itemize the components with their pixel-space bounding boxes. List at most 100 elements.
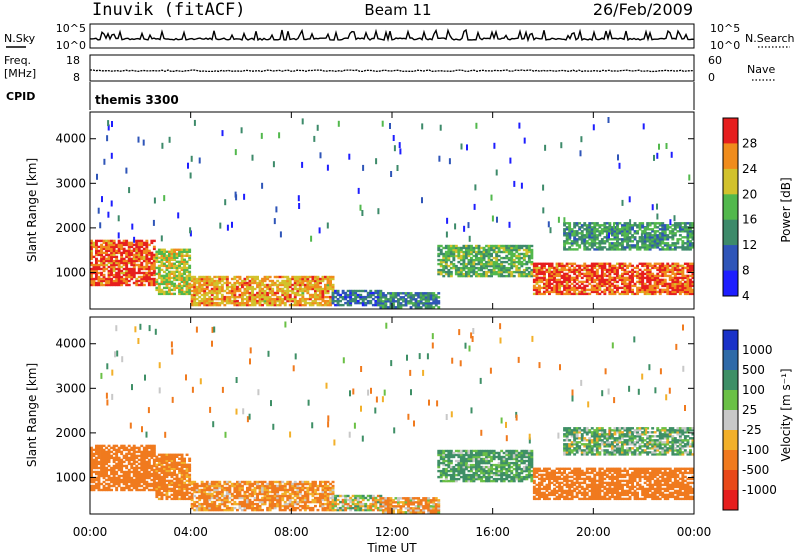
- scatter-cell: [157, 264, 161, 268]
- scatter-cell: [628, 262, 632, 265]
- scatter-cell: [497, 248, 501, 252]
- scatter-cell: [120, 247, 124, 251]
- scatter-cell: [316, 279, 320, 283]
- scatter-cell: [160, 497, 164, 501]
- scatter-cell: [573, 222, 577, 225]
- scatter-cell: [616, 228, 619, 231]
- scatter-cell: [175, 491, 179, 495]
- scatter-cell: [110, 450, 113, 454]
- scatter-cell: [691, 284, 695, 288]
- scatter-cell: [248, 500, 252, 504]
- scatter-cell: [449, 266, 453, 270]
- scatter-cell: [319, 303, 322, 307]
- scatter-cell: [558, 286, 561, 290]
- scatter-cell: [150, 253, 154, 257]
- scatter-cell: [160, 264, 164, 268]
- scatter-cell: [691, 236, 695, 239]
- scatter-cell: [538, 266, 541, 270]
- scatter-cell: [397, 292, 400, 295]
- scatter-cell: [170, 264, 174, 268]
- scatter-cell: [110, 468, 113, 472]
- scatter-cell: [241, 293, 244, 297]
- scatter-cell: [157, 250, 161, 253]
- scatter-cell: [397, 304, 400, 307]
- scatter-cell: [160, 256, 164, 259]
- scatter-cell: [137, 267, 141, 271]
- scatter-cell: [281, 498, 285, 502]
- scatter-cell: [626, 292, 629, 296]
- scatter-cell: [397, 294, 400, 297]
- scatter-cell: [193, 303, 197, 307]
- scatter-cell: [105, 458, 108, 462]
- scatter-cell: [132, 486, 136, 490]
- scatter-cell: [278, 301, 282, 305]
- scatter-cell: [168, 479, 171, 483]
- scatter-cell: [487, 248, 491, 252]
- scatter-cell: [163, 270, 166, 274]
- scatter-cell: [160, 292, 164, 296]
- scatter-cell: [95, 275, 98, 279]
- scatter-cell: [626, 278, 629, 282]
- scatter-cell: [560, 262, 564, 265]
- scatter-cell: [110, 243, 113, 247]
- scatter-cell: [570, 292, 574, 296]
- scatter-cell: [185, 268, 189, 272]
- scatter-cell: [331, 299, 335, 303]
- scatter-cell: [213, 295, 217, 299]
- scatter-cell: [454, 248, 458, 252]
- scatter-cell: [427, 298, 431, 301]
- scatter-cell: [641, 278, 645, 282]
- scatter-cell: [92, 462, 96, 466]
- scatter-cell: [563, 232, 566, 235]
- scatter-cell: [132, 267, 136, 271]
- scatter-cell: [344, 297, 348, 301]
- scatter-cell: [651, 292, 655, 296]
- scatter-cell: [215, 504, 219, 508]
- scatter-cell: [646, 234, 650, 237]
- scatter-cell: [359, 297, 363, 301]
- scatter-cell: [251, 279, 254, 283]
- scatter-cell: [623, 234, 627, 237]
- scatter-cell: [281, 494, 285, 498]
- scatter-cell: [329, 299, 332, 303]
- scatter-cell: [178, 292, 181, 296]
- scatter-cell: [525, 244, 529, 248]
- scatter-cell: [195, 496, 199, 500]
- scatter-cell: [540, 292, 544, 296]
- scatter-cell: [132, 249, 136, 253]
- scatter-cell: [253, 492, 257, 496]
- scatter-cell: [102, 468, 106, 472]
- scatter-cell: [623, 248, 627, 251]
- scatter-cell: [319, 291, 322, 295]
- scatter-cell: [618, 228, 622, 231]
- scatter-cell: [686, 228, 690, 231]
- scatter-cell: [359, 204, 362, 211]
- scatter-cell: [261, 508, 264, 512]
- scatter-cell: [117, 458, 121, 462]
- scatter-cell: [256, 291, 259, 295]
- scatter-cell: [130, 259, 134, 263]
- scatter-cell: [467, 250, 471, 254]
- scatter-cell: [155, 495, 159, 499]
- scatter-cell: [578, 272, 582, 276]
- scatter-cell: [321, 287, 325, 291]
- scatter-cell: [636, 224, 639, 227]
- scatter-cell: [107, 464, 111, 468]
- scatter-cell: [643, 244, 647, 247]
- scatter-cell: [102, 460, 106, 464]
- scatter-cell: [125, 448, 129, 452]
- scatter-cell: [452, 248, 456, 252]
- scatter-cell: [97, 207, 100, 214]
- scatter-cell: [454, 244, 458, 248]
- scatter-cell: [356, 301, 360, 305]
- scatter-cell: [671, 224, 675, 227]
- scatter-cell: [495, 252, 499, 256]
- scatter-cell: [631, 280, 634, 284]
- scatter-cell: [578, 226, 582, 229]
- scatter-cell: [170, 282, 174, 286]
- scatter-cell: [540, 286, 544, 290]
- scatter-cell: [676, 278, 680, 282]
- scatter-cell: [608, 270, 612, 274]
- scatter-cell: [127, 458, 131, 462]
- scatter-cell: [326, 277, 330, 281]
